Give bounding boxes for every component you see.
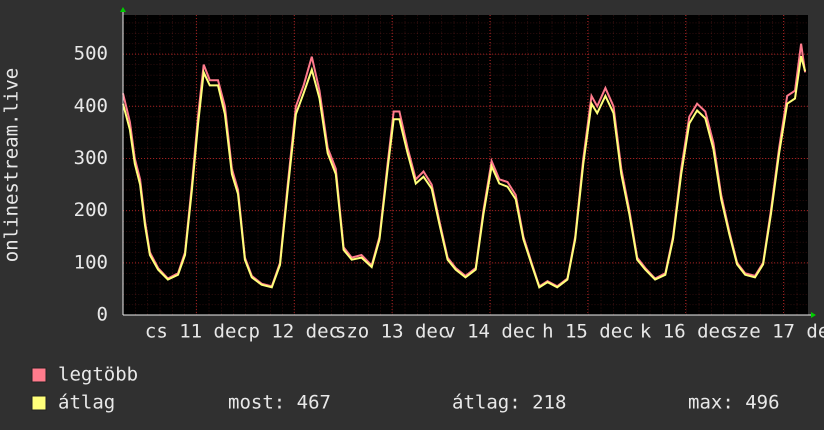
legend-swatch (31, 395, 47, 411)
y-tick-label: 300 (74, 147, 108, 169)
x-tick-label: sze 17 dec (726, 321, 824, 343)
legend-label: legtöbb (58, 364, 138, 386)
y-tick-label: 0 (97, 304, 108, 326)
y-tick-label: 100 (74, 251, 108, 273)
y-tick-label: 500 (74, 43, 108, 65)
x-tick-label: cs 11 dec (145, 321, 248, 343)
legend-swatch (31, 367, 47, 383)
y-tick-label: 200 (74, 199, 108, 221)
legend-stat: max: 496 (688, 392, 780, 414)
legend-stat: most: 467 (228, 392, 331, 414)
series-line (122, 43, 807, 288)
series-line (122, 55, 807, 289)
y-arrow (120, 7, 126, 12)
x-tick-label: v 14 dec (444, 321, 536, 343)
legend-label: átlag (58, 392, 115, 414)
y-tick-label: 400 (74, 95, 108, 117)
x-tick-label: p 12 dec (248, 321, 340, 343)
x-tick-label: szo 13 dec (335, 321, 449, 343)
x-tick-label: h 15 dec (542, 321, 634, 343)
x-arrow (811, 312, 816, 318)
y-axis-label: onlinestream.live (1, 68, 23, 262)
legend-stat: átlag: 218 (452, 392, 566, 414)
minor-grid (123, 15, 808, 315)
x-tick-label: k 16 dec (640, 321, 732, 343)
